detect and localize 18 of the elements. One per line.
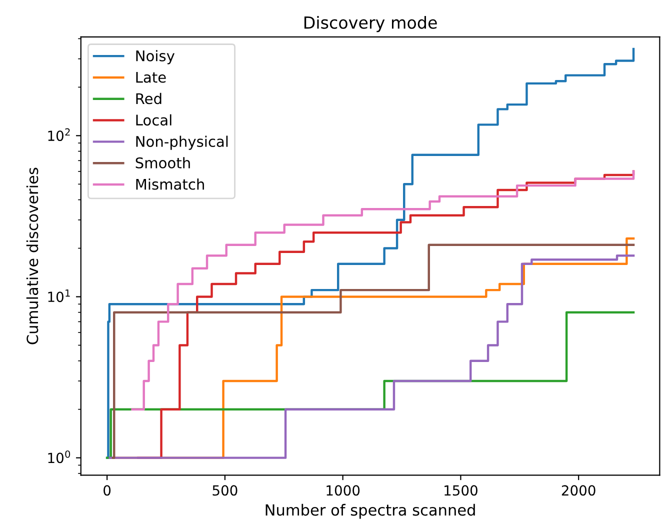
y-tick-label: 10$^{2}$ [48,128,70,142]
chart-title: Discovery mode [304,16,437,32]
legend-label: Local [136,114,172,126]
x-axis-title: Number of spectra scanned [266,504,475,519]
legend-label: Mismatch [136,178,204,190]
x-tick-label: 2000 [562,485,596,496]
legend-label: Red [136,92,162,104]
legend-label: Non-physical [136,136,228,150]
x-tick-label: 1000 [326,485,360,496]
y-tick-label: 10$^{0}$ [48,450,70,464]
y-axis-title: Cumulative discoveries [26,168,38,344]
y-tick-label: 10$^{1}$ [48,290,70,302]
x-tick-label: 0 [104,485,111,496]
legend-label: Smooth [136,157,190,168]
x-tick-label: 500 [212,485,238,496]
legend-label: Late [136,72,166,83]
legend-label: Noisy [136,50,175,64]
x-tick-label: 1500 [444,485,478,496]
